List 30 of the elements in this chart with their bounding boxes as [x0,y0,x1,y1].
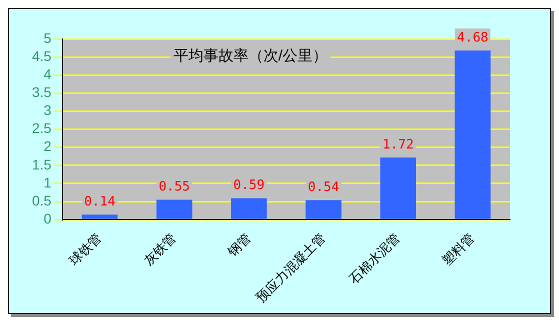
y-tick-label: 4 [44,66,52,82]
x-tick-label: 预应力混凝土管 [253,230,328,306]
x-tick-label: 球铁管 [66,230,104,268]
data-label: 0.14 [84,194,116,210]
y-tick-label: 3.5 [32,84,52,100]
y-tick-label: 0 [44,210,52,226]
bar [82,214,118,219]
data-label: 0.55 [158,180,190,195]
bar [156,200,192,219]
text: 平均事故率（次/公里） [173,48,328,65]
x-tick-label: 塑料管 [439,230,478,268]
y-tick-label: 2.5 [32,120,52,136]
x-tick-label: 灰铁管 [140,230,179,268]
data-label: 0.59 [233,178,265,194]
bar [454,50,491,219]
x-tick-label: 钢管 [224,230,254,260]
data-label: 1.72 [382,137,414,152]
y-tick-label: 4.5 [32,48,52,64]
bar [231,198,267,219]
data-label: 4.68 [457,30,488,46]
y-tick-label: 5 [44,30,52,46]
y-tick-label: 2 [44,138,52,154]
y-tick-label: 1 [44,174,52,190]
y-tick-label: 3 [44,102,52,118]
y-tick-label: 1.5 [32,156,52,172]
bar [380,157,416,219]
y-tick-label: 0.5 [32,192,52,208]
data-label: 0.54 [308,180,340,195]
x-tick-label: 石棉水泥管 [346,230,403,287]
bar [306,200,342,219]
